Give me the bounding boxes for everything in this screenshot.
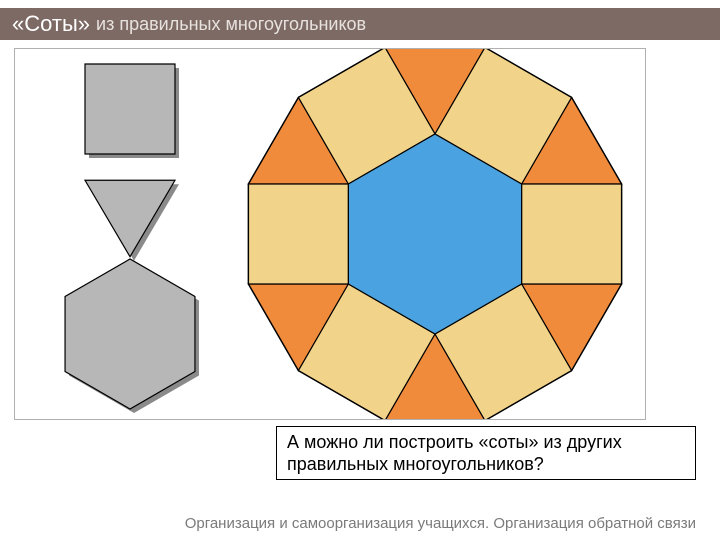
diagram-svg	[15, 49, 645, 419]
title-quote: «Соты»	[12, 11, 90, 37]
diagram-frame	[14, 48, 646, 420]
title-rest: из правильных многоугольников	[96, 14, 366, 35]
question-text: А можно ли построить «соты» из других пр…	[287, 432, 622, 474]
question-box: А можно ли построить «соты» из других пр…	[276, 426, 696, 480]
title-bar: «Соты» из правильных многоугольников	[0, 8, 720, 40]
footer-text: Организация и самоорганизация учащихся. …	[0, 515, 720, 532]
